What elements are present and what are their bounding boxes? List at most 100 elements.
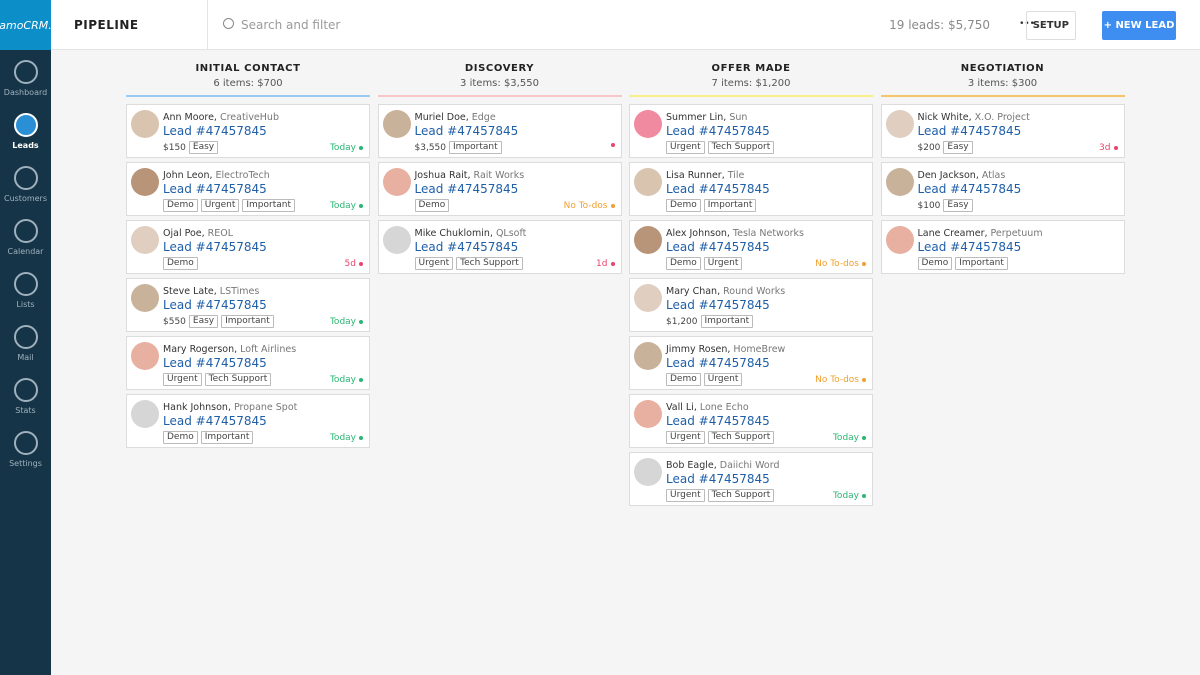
nav-item[interactable]: Lists [0,262,51,315]
column-line [377,95,622,97]
nav-icon [13,219,38,243]
nav-item[interactable]: Stats [0,368,51,421]
nav-label: Stats [15,406,36,415]
lead-link[interactable]: Lead #47457845 [917,124,1022,138]
lead-card[interactable]: Lisa Runner, Tile Lead #47457845 Demo Import… [629,162,873,216]
tag: Urgent [666,431,705,444]
contact-name: Joshua Rait, [414,170,471,181]
lead-card[interactable]: Hank Johnson, Propane Spot Lead #47457845 D… [126,394,370,448]
status-dot [359,320,363,324]
avatar [634,342,662,370]
company-name: Propane Spot [233,402,298,413]
company-name: QLsoft [495,228,527,239]
nav-item[interactable]: Mail [0,315,51,368]
lead-card[interactable]: Steve Late, LSTimes Lead #47457845 $550 Easy… [126,278,370,332]
card-meta: Demo Important [163,431,254,444]
more-button[interactable]: ••• [1019,19,1035,29]
nav-icon [13,60,38,84]
lead-card[interactable]: Jimmy Rosen, HomeBrew Lead #47457845 Demo Ur… [629,336,873,390]
lead-link[interactable]: Lead #47457845 [163,182,267,196]
lead-link[interactable]: Lead #47457845 [917,182,1022,196]
contact-name: John Leon, [163,170,213,181]
contact-line: Jimmy Rosen, HomeBrew [666,344,785,355]
due-label: Today [329,375,356,385]
lead-card[interactable]: Muriel Doe, Edge Lead #47457845 $3,550 Impor… [377,104,622,158]
due-label: Today [329,317,356,327]
lead-card[interactable]: Alex Johnson, Tesla Networks Lead #4745784… [629,220,873,274]
due-label: 5d [344,259,356,269]
lead-link[interactable]: Lead #47457845 [666,240,770,254]
lead-link[interactable]: Lead #47457845 [163,356,267,370]
new-lead-button[interactable]: + NEW LEAD [1102,11,1176,40]
lead-link[interactable]: Lead #47457845 [666,298,770,312]
lead-card[interactable]: Nick White, X.O. Project Lead #47457845 $20… [880,104,1125,158]
nav-item[interactable]: Customers [0,156,51,209]
lead-card[interactable]: Ann Moore, CreativeHub Lead #47457845 $150 E… [126,104,370,158]
nav-item[interactable]: Leads [0,103,51,156]
setup-button[interactable]: SETUP [1025,11,1076,40]
lead-card[interactable]: Joshua Rait, Rait Works Lead #47457845 Demo… [377,162,622,216]
search-input[interactable]: Search and filter [241,18,341,32]
tag: Important [703,199,757,212]
nav-item[interactable]: Settings [0,421,51,474]
nav-icon [13,378,38,402]
nav-item[interactable]: Dashboard [0,50,51,103]
card-meta: Demo Urgent [666,257,743,270]
lead-link[interactable]: Lead #47457845 [163,414,267,428]
lead-link[interactable]: Lead #47457845 [414,240,519,254]
lead-card[interactable]: Vall Li, Lone Echo Lead #47457845 Urgent Tec… [629,394,873,448]
due-status: No To-dos [815,375,866,385]
company-name: Loft Airlines [240,344,297,355]
due-label: 3d [1099,143,1111,153]
lead-link[interactable]: Lead #47457845 [666,356,770,370]
company-name: Edge [471,112,496,123]
contact-line: Ann Moore, CreativeHub [163,112,279,123]
lead-card[interactable]: Mike Chuklomin, QLsoft Lead #47457845 Urgen… [377,220,622,274]
lead-link[interactable]: Lead #47457845 [666,124,770,138]
lead-price: $550 [163,316,186,327]
lead-card[interactable]: Mary Rogerson, Loft Airlines Lead #4745784… [126,336,370,390]
lead-link[interactable]: Lead #47457845 [666,182,770,196]
avatar [634,226,662,254]
lead-card[interactable]: Mary Chan, Round Works Lead #47457845 $1,20… [629,278,873,332]
lead-link[interactable]: Lead #47457845 [163,298,267,312]
due-label: Today [329,433,356,443]
avatar [885,226,914,254]
avatar [131,110,159,138]
due-status: 1d [596,259,615,269]
contact-line: Ojal Poe, REOL [163,228,233,239]
nav-icon [13,325,38,349]
contact-line: Mary Chan, Round Works [666,286,785,297]
nav-label: Customers [3,194,48,203]
lead-card[interactable]: John Leon, ElectroTech Lead #47457845 Demo U… [126,162,370,216]
contact-name: Summer Lin, [666,112,727,123]
tag: Tech Support [707,431,775,444]
lead-link[interactable]: Lead #47457845 [414,124,519,138]
lead-card[interactable]: Lane Creamer, Perpetuum Lead #47457845 Demo… [880,220,1125,274]
avatar [382,168,411,196]
lead-card[interactable]: Den Jackson, Atlas Lead #47457845 $100 Easy [880,162,1125,216]
contact-line: Summer Lin, Sun [666,112,747,123]
nav-item[interactable]: Calendar [0,209,51,262]
logo[interactable]: amoCRM. [0,0,52,50]
contact-line: Lisa Runner, Tile [666,170,744,181]
lead-card[interactable]: Ojal Poe, REOL Lead #47457845 Demo 5d [126,220,370,274]
tag: Urgent [703,373,743,386]
status-dot [862,378,866,382]
lead-link[interactable]: Lead #47457845 [163,240,267,254]
lead-link[interactable]: Lead #47457845 [917,240,1022,254]
lead-link[interactable]: Lead #47457845 [666,472,770,486]
contact-name: Den Jackson, [917,170,979,181]
due-status [610,143,615,147]
nav-icon [13,166,38,190]
contact-line: Mike Chuklomin, QLsoft [415,228,527,239]
tag: Urgent [414,257,454,270]
lead-price: $100 [917,200,941,211]
lead-link[interactable]: Lead #47457845 [163,124,267,138]
lead-card[interactable]: Bob Eagle, Daiichi Word Lead #47457845 Urge… [629,452,873,506]
lead-link[interactable]: Lead #47457845 [666,414,770,428]
lead-card[interactable]: Summer Lin, Sun Lead #47457845 Urgent Tech S… [629,104,873,158]
tag: Demo [917,257,953,270]
company-name: ElectroTech [215,170,270,181]
lead-link[interactable]: Lead #47457845 [414,182,519,196]
